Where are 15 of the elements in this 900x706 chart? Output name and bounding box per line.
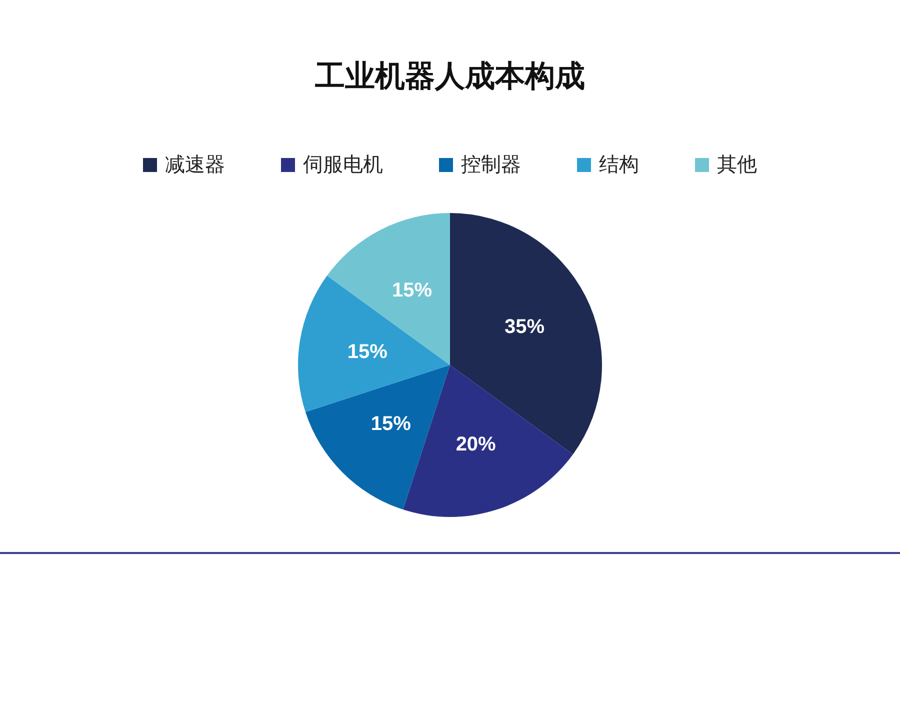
pie-slice [327,213,450,365]
legend-label: 其他 [717,154,757,176]
data-label: 15% [347,340,388,363]
data-label: 15% [392,280,432,302]
pie-slice [305,365,450,510]
data-label: 15% [370,413,412,436]
pie-slice [298,276,450,412]
legend-label: 伺服电机 [303,154,383,176]
legend-label: 减速器 [165,154,225,176]
legend-label: 结构 [599,154,639,176]
chart-title: 工业机器人成本构成 [314,60,585,93]
data-label: 20% [456,434,496,456]
legend-label: 控制器 [461,154,521,176]
data-label: 35% [504,316,545,338]
pie-slice [450,213,602,454]
